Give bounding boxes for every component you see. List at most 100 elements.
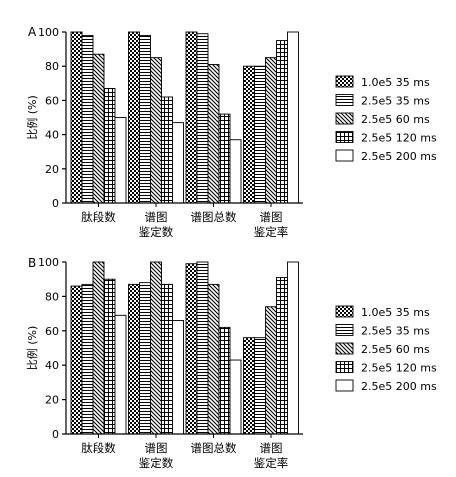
bar-1-category-3 xyxy=(185,263,198,435)
legend-label: 1.0e5 35 ms xyxy=(361,76,430,89)
x-tick-label-line: 谱图 xyxy=(260,441,283,455)
x-tick-label-line: 谱图 xyxy=(260,210,283,224)
legend-swatch xyxy=(335,342,354,355)
legend-label: 2.5e5 60 ms xyxy=(361,113,430,126)
x-tick-label: 谱图鉴定数 xyxy=(139,441,174,470)
bar-4-category-2 xyxy=(161,96,173,204)
x-tick-label: 谱图鉴定率 xyxy=(254,441,289,470)
bar-5-category-4 xyxy=(287,261,299,435)
bar-3-category-2 xyxy=(150,57,162,204)
x-tick-label: 谱图鉴定数 xyxy=(139,210,174,239)
x-tick-label-line: 谱图总数 xyxy=(191,210,237,224)
bar-3-category-1 xyxy=(92,53,105,204)
bar-5-category-3 xyxy=(229,139,242,204)
chart-panel-a: A 比例 (%) 0 20 40 60 80 100 肽段数 谱图鉴定数 谱图总数 谱图鉴定率 1.0e… xyxy=(25,25,437,239)
legend-swatch xyxy=(335,131,354,143)
y-axis-label: 比例 (%) xyxy=(25,326,39,371)
legend-label: 2.5e5 35 ms xyxy=(361,325,430,338)
bar-1-category-4 xyxy=(243,337,255,435)
bar-3-category-3 xyxy=(207,283,220,435)
bar-4-category-1 xyxy=(103,87,116,204)
legend: 1.0e5 35 ms 2.5e5 35 ms 2.5e5 60 ms 2.5e5 1… xyxy=(335,75,437,163)
x-tick-label-line: 鉴定率 xyxy=(254,456,289,470)
bar-4-category-4 xyxy=(276,277,288,435)
bar-1-category-1 xyxy=(70,285,83,435)
bar-5-category-2 xyxy=(172,320,184,435)
legend-label: 2.5e5 200 ms xyxy=(361,380,437,393)
bar-2-category-3 xyxy=(196,33,209,204)
x-tick-label-line: 肽段数 xyxy=(81,441,116,455)
bar-3-category-1 xyxy=(92,261,105,435)
bar-4-category-4 xyxy=(276,40,288,204)
bar-2-category-1 xyxy=(81,34,94,204)
bar-5-category-1 xyxy=(114,314,127,435)
y-tick-label: 100 xyxy=(38,256,59,269)
y-tick-label: 40 xyxy=(45,129,59,142)
y-tick-label: 80 xyxy=(45,290,59,303)
legend-swatch xyxy=(335,379,354,392)
bar-4-category-3 xyxy=(218,113,231,204)
bar-1-category-2 xyxy=(128,31,140,204)
legend-label: 2.5e5 120 ms xyxy=(361,132,437,145)
bar-3-category-3 xyxy=(207,64,220,204)
legend-swatch xyxy=(335,112,354,125)
legend-swatch xyxy=(335,75,354,88)
bar-1-category-1 xyxy=(70,31,83,204)
panel-label: A xyxy=(28,25,37,39)
y-axis-label: 比例 (%) xyxy=(25,95,39,140)
bar-1-category-3 xyxy=(185,31,198,204)
bar-2-category-2 xyxy=(139,282,151,435)
bar-2-category-4 xyxy=(254,65,266,204)
x-tick-label: 肽段数 xyxy=(81,441,116,455)
bar-2-category-3 xyxy=(196,261,209,435)
legend: 1.0e5 35 ms 2.5e5 35 ms 2.5e5 60 ms 2.5e5 1… xyxy=(335,305,437,393)
bar-5-category-4 xyxy=(287,31,299,204)
legend-swatch xyxy=(335,94,354,106)
y-tick-label: 100 xyxy=(38,26,59,39)
x-tick-label-line: 谱图 xyxy=(145,210,168,224)
bar-3-category-2 xyxy=(150,261,162,435)
x-tick-label: 谱图鉴定率 xyxy=(254,210,289,239)
x-tick-label-line: 谱图总数 xyxy=(191,441,237,455)
x-tick-label-line: 肽段数 xyxy=(81,210,116,224)
legend-swatch xyxy=(335,305,354,318)
x-tick-label-line: 鉴定数 xyxy=(139,456,174,470)
bar-2-category-4 xyxy=(254,337,266,435)
bar-1-category-2 xyxy=(128,283,140,435)
bar-5-category-3 xyxy=(229,359,242,435)
bar-4-category-3 xyxy=(218,326,231,435)
x-tick-label-line: 鉴定数 xyxy=(139,225,174,239)
legend-label: 2.5e5 35 ms xyxy=(361,95,430,108)
legend-swatch xyxy=(335,324,354,336)
legend-swatch xyxy=(335,149,354,162)
bar-4-category-2 xyxy=(161,283,173,435)
legend-label: 2.5e5 120 ms xyxy=(361,362,437,375)
bar-1-category-4 xyxy=(243,65,255,204)
legend-label: 2.5e5 200 ms xyxy=(361,150,437,163)
x-tick-label: 谱图总数 xyxy=(191,441,237,455)
x-tick-label: 谱图总数 xyxy=(191,210,237,224)
y-tick-label: 60 xyxy=(45,325,59,338)
x-tick-label-line: 谱图 xyxy=(145,441,168,455)
bar-2-category-1 xyxy=(81,283,94,435)
y-tick-label: 60 xyxy=(45,94,59,107)
bar-2-category-2 xyxy=(139,34,151,204)
y-tick-label: 40 xyxy=(45,359,59,372)
bar-4-category-1 xyxy=(103,278,116,435)
y-tick-label: 0 xyxy=(52,428,59,441)
bar-5-category-1 xyxy=(114,117,127,204)
bar-3-category-4 xyxy=(265,306,277,435)
x-tick-label: 肽段数 xyxy=(81,210,116,224)
legend-label: 2.5e5 60 ms xyxy=(361,343,430,356)
bar-5-category-2 xyxy=(172,122,184,204)
legend-swatch xyxy=(335,361,354,373)
legend-label: 1.0e5 35 ms xyxy=(361,306,430,319)
y-tick-label: 80 xyxy=(45,60,59,73)
x-tick-label-line: 鉴定率 xyxy=(254,225,289,239)
y-tick-label: 20 xyxy=(45,163,59,176)
bar-3-category-4 xyxy=(265,57,277,204)
chart-panel-b: B 比例 (%) 0 20 40 60 80 100 肽段数 谱图鉴定数 谱图总数 谱图鉴定率 1.0e… xyxy=(25,256,437,470)
panel-label: B xyxy=(28,256,36,270)
y-tick-label: 0 xyxy=(52,197,59,210)
